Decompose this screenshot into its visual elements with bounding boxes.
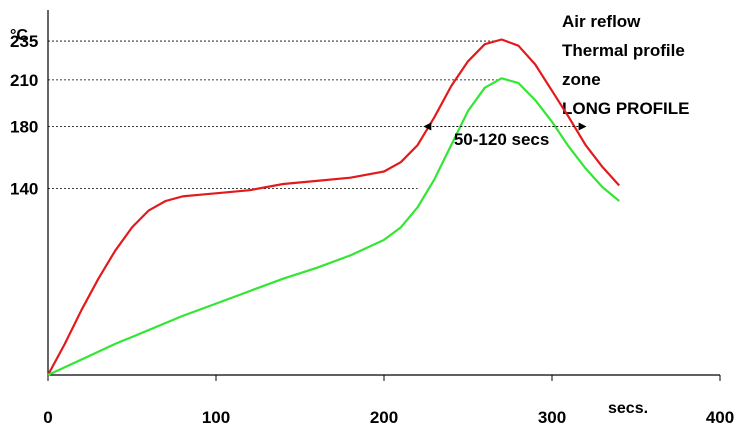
x-tick-label: 300 (538, 408, 566, 427)
y-tick-label: 140 (10, 180, 38, 199)
title-line-1: Air reflow (562, 12, 641, 31)
y-tick-label: 180 (10, 117, 38, 136)
y-tick-labels: 140 180 210 235 (10, 32, 38, 199)
duration-label: 50-120 secs (454, 130, 549, 149)
title-line-2: Thermal profile (562, 41, 685, 60)
annotations: 50-120 secs (423, 122, 587, 149)
x-tick-labels: 0 100 200 300 400 (43, 375, 734, 427)
x-tick-label: 0 (43, 408, 52, 427)
chart-title: Air reflow Thermal profile zone LONG PRO… (562, 12, 690, 118)
series-line-2 (47, 77, 620, 376)
y-tick-label: 235 (10, 32, 38, 51)
series-line-1 (47, 38, 621, 376)
y-tick-label: 210 (10, 71, 38, 90)
y-axis-unit: °C (10, 27, 28, 44)
x-tick-label: 200 (370, 408, 398, 427)
reference-lines (48, 40, 499, 190)
x-tick-label: 400 (706, 408, 734, 427)
series-lines (47, 38, 621, 376)
x-tick-label: 100 (202, 408, 230, 427)
title-line-3: zone (562, 70, 601, 89)
axes (47, 10, 720, 376)
title-line-4: LONG PROFILE (562, 99, 690, 118)
x-axis-unit: secs. (608, 400, 648, 417)
